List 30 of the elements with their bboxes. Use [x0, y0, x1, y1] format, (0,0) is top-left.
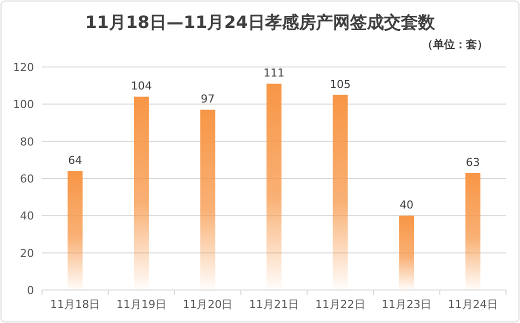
x-tick-label: 11月18日: [50, 298, 100, 311]
data-label: 40: [400, 198, 414, 212]
data-label: 105: [330, 78, 351, 91]
bar: [68, 171, 83, 290]
chart-subtitle: （单位：套）: [422, 38, 488, 51]
data-label: 97: [200, 92, 215, 106]
data-label: 63: [466, 156, 480, 169]
bar: [465, 172, 480, 290]
chart-title: 11月18日—11月24日孝感房产网签成交套数: [85, 13, 436, 33]
bar: [332, 94, 348, 290]
x-tick-label: 11月20日: [182, 298, 233, 311]
y-tick-label: 40: [20, 210, 34, 223]
x-tick-label: 11月19日: [116, 298, 166, 311]
data-label: 111: [264, 66, 284, 80]
data-label: 64: [68, 154, 82, 168]
y-tick-label: 20: [20, 246, 34, 260]
x-tick-label: 11月24日: [448, 298, 498, 311]
x-tick-label: 11月21日: [249, 298, 299, 311]
y-tick-label: 0: [27, 284, 34, 297]
bar: [134, 96, 149, 290]
bar: [200, 110, 216, 290]
bar: [399, 216, 414, 290]
y-tick-label: 100: [13, 98, 34, 112]
x-tick-label: 11月23日: [382, 298, 432, 311]
x-tick-label: 11月22日: [315, 298, 366, 311]
data-label: 104: [130, 80, 152, 93]
bar: [266, 84, 282, 290]
y-tick-label: 60: [20, 172, 34, 186]
y-tick-label: 120: [13, 61, 34, 74]
y-tick-label: 80: [20, 135, 34, 148]
